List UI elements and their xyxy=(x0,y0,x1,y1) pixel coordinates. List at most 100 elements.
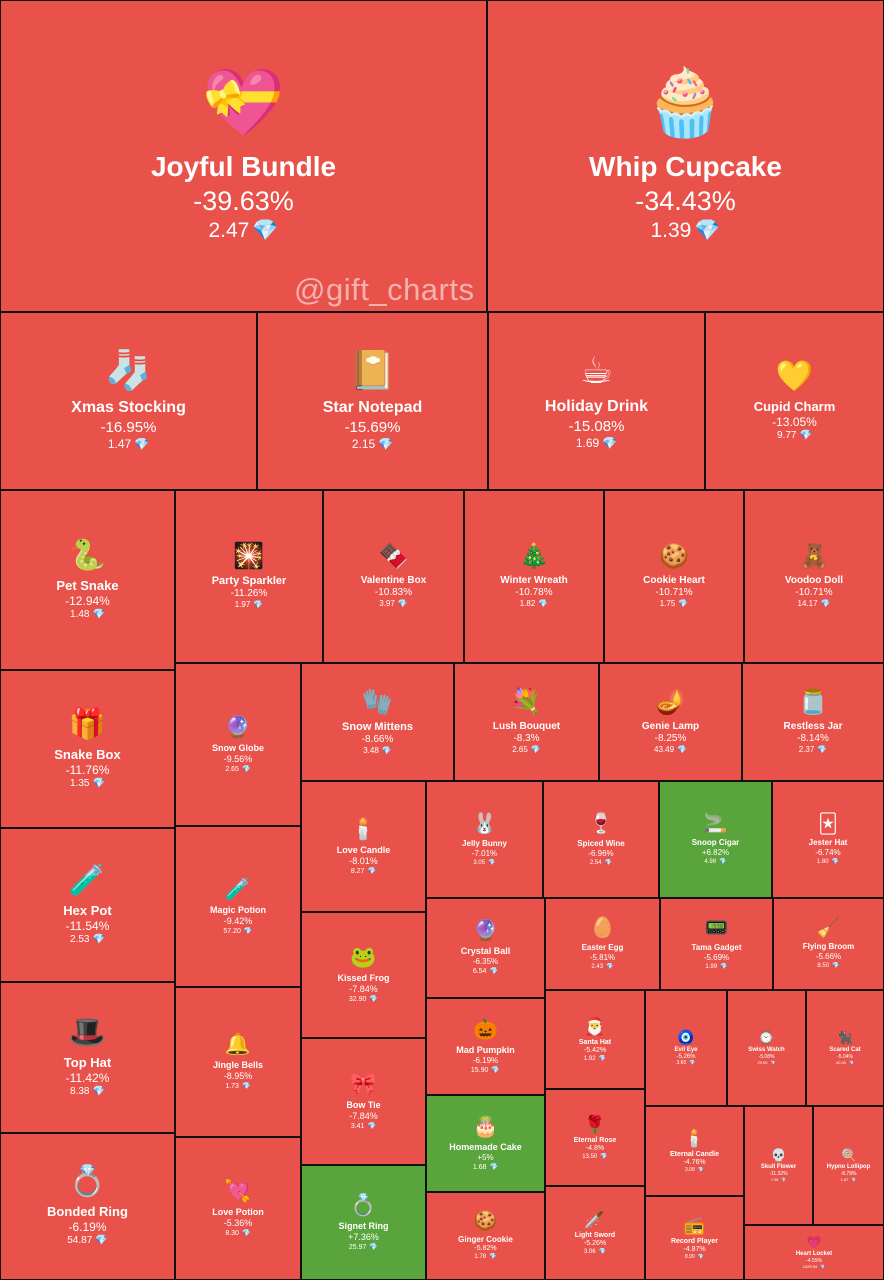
tile-jelly-bunny[interactable]: 🐰 Jelly Bunny -7.01% 3.05 💎 xyxy=(426,781,543,898)
gift-change: -8.3% xyxy=(513,733,540,744)
tile-scared-cat[interactable]: 🐈‍⬛ Scared Cat -5.04% 40.30 💎 xyxy=(806,990,884,1106)
diamond-icon: 💎 xyxy=(817,744,828,754)
tile-snow-globe[interactable]: 🔮 Snow Globe -9.56% 2.65 💎 xyxy=(175,663,301,826)
tile-restless-jar[interactable]: 🫙 Restless Jar -8.14% 2.37 💎 xyxy=(742,663,884,781)
tile-star-notepad[interactable]: 📔 Star Notepad -15.69% 2.15 💎 xyxy=(257,312,488,490)
tile-ginger-cookie[interactable]: 🍪 Ginger Cookie -5.82% 1.78 💎 xyxy=(426,1192,545,1280)
tile-jester-hat[interactable]: 🃏 Jester Hat -6.74% 1.80 💎 xyxy=(772,781,884,898)
tile-cupid-charm[interactable]: 💛 Cupid Charm -13.05% 9.77 💎 xyxy=(705,312,884,490)
tile-whip-cupcake[interactable]: 🧁 Whip Cupcake -34.43% 1.39 💎 xyxy=(487,0,884,312)
tile-flying-broom[interactable]: 🧹 Flying Broom -5.66% 8.50 💎 xyxy=(773,898,884,990)
gift-price-value: 2.37 xyxy=(798,744,815,754)
gift-icon-snoop-cigar: 🚬 xyxy=(703,813,728,834)
gift-change: -4.8% xyxy=(585,1144,605,1152)
gift-name: Party Sparkler xyxy=(211,575,287,587)
tile-hex-pot[interactable]: 🧪 Hex Pot -11.54% 2.53 💎 xyxy=(0,828,175,982)
gift-change: -4.55% xyxy=(806,1258,822,1264)
diamond-icon: 💎 xyxy=(832,963,840,969)
gift-name: Signet Ring xyxy=(338,1220,389,1231)
tile-easter-egg[interactable]: 🥚 Easter Egg -5.81% 2.43 💎 xyxy=(545,898,660,990)
tile-swiss-watch[interactable]: ⌚ Swiss Watch -5.08% 29.90 💎 xyxy=(727,990,806,1106)
gift-icon-record-player: 📻 xyxy=(683,1215,706,1235)
tile-homemade-cake[interactable]: 🎂 Homemade Cake +5% 1.68 💎 xyxy=(426,1095,545,1192)
tile-eternal-candle[interactable]: 🕯️ Eternal Candle -4.76% 3.08 💎 xyxy=(645,1106,744,1196)
tile-santa-hat[interactable]: 🎅 Santa Hat -5.42% 1.92 💎 xyxy=(545,990,645,1089)
tile-top-hat[interactable]: 🎩 Top Hat -11.42% 8.38 💎 xyxy=(0,982,175,1133)
tile-mad-pumpkin[interactable]: 🎃 Mad Pumpkin -6.19% 15.90 💎 xyxy=(426,998,545,1095)
tile-love-potion[interactable]: 💘 Love Potion -5.36% 8.30 💎 xyxy=(175,1137,301,1280)
gift-icon-jingle-bells: 🔔 xyxy=(224,1033,252,1056)
diamond-icon: 💎 xyxy=(367,867,377,875)
gift-name: Hex Pot xyxy=(63,902,112,918)
gift-icon-star-notepad: 📔 xyxy=(348,349,397,392)
tile-tama-gadget[interactable]: 📟 Tama Gadget -5.69% 1.99 💎 xyxy=(660,898,773,990)
gift-change: -9.56% xyxy=(223,753,253,764)
gift-price: 3.41 💎 xyxy=(351,1122,376,1130)
tile-snoop-cigar[interactable]: 🚬 Snoop Cigar +6.82% 4.98 💎 xyxy=(659,781,772,898)
gift-icon-cupid-charm: 💛 xyxy=(775,359,814,393)
tile-evil-eye[interactable]: 🧿 Evil Eye -5.26% 3.60 💎 xyxy=(645,990,727,1106)
tile-xmas-stocking[interactable]: 🧦 Xmas Stocking -16.95% 1.47 💎 xyxy=(0,312,257,490)
gift-price: 1.68 💎 xyxy=(473,1163,498,1171)
gift-name: Kissed Frog xyxy=(337,973,390,983)
gift-price-value: 3.08 xyxy=(685,1166,695,1173)
diamond-icon: 💎 xyxy=(241,1229,251,1237)
gift-name: Ginger Cookie xyxy=(458,1235,513,1244)
tile-kissed-frog[interactable]: 🐸 Kissed Frog -7.84% 32.90 💎 xyxy=(301,912,426,1038)
tile-joyful-bundle[interactable]: 💝 Joyful Bundle -39.63% 2.47 💎 xyxy=(0,0,487,312)
diamond-icon: 💎 xyxy=(241,1083,251,1090)
diamond-icon: 💎 xyxy=(488,859,496,866)
tile-eternal-rose[interactable]: 🌹 Eternal Rose -4.8% 13.50 💎 xyxy=(545,1089,645,1186)
tile-lush-bouquet[interactable]: 💐 Lush Bouquet -8.3% 2.65 💎 xyxy=(454,663,599,781)
tile-crystal-ball[interactable]: 🔮 Crystal Ball -6.35% 6.54 💎 xyxy=(426,898,545,998)
tile-hypno-lollipop[interactable]: 🍭 Hypno Lollipop -8.78% 1.87 💎 xyxy=(813,1106,884,1225)
gift-icon-hypno-lollipop: 🍭 xyxy=(841,1148,856,1162)
tile-signet-ring[interactable]: 💍 Signet Ring +7.36% 25.97 💎 xyxy=(301,1165,426,1280)
gift-change: -8.66% xyxy=(361,733,394,745)
diamond-icon: 💎 xyxy=(243,927,253,935)
diamond-icon: 💎 xyxy=(241,765,251,773)
gift-icon-winter-wreath: 🎄 xyxy=(519,543,549,570)
gift-icon-heart-locket: 💗 xyxy=(806,1235,822,1249)
tile-heart-locket[interactable]: 💗 Heart Locket -4.55% 1329.94 💎 xyxy=(744,1225,884,1280)
gift-change: -34.43% xyxy=(635,186,736,216)
gift-price-value: 1.92 xyxy=(583,1055,596,1062)
gift-icon-bow-tie: 🎀 xyxy=(350,1072,377,1096)
tile-snow-mittens[interactable]: 🧤 Snow Mittens -8.66% 3.48 💎 xyxy=(301,663,454,781)
diamond-icon: 💎 xyxy=(598,1055,607,1062)
tile-love-candle[interactable]: 🕯️ Love Candle -8.01% 8.27 💎 xyxy=(301,781,426,912)
gift-price-value: 2.53 xyxy=(70,933,90,945)
diamond-icon: 💎 xyxy=(92,933,105,945)
tile-genie-lamp[interactable]: 🪔 Genie Lamp -8.25% 43.49 💎 xyxy=(599,663,742,781)
tile-cookie-heart[interactable]: 🍪 Cookie Heart -10.71% 1.75 💎 xyxy=(604,490,744,663)
gift-price: 3.06 💎 xyxy=(584,1248,606,1255)
gift-price: 4.98 💎 xyxy=(704,858,726,865)
gift-price: 1.87 💎 xyxy=(841,1177,857,1182)
gift-price: 1329.94 💎 xyxy=(803,1264,825,1269)
diamond-icon: 💎 xyxy=(530,745,541,754)
gift-name: Lush Bouquet xyxy=(492,721,561,732)
tile-magic-potion[interactable]: 🧪 Magic Potion -9.42% 57.20 💎 xyxy=(175,826,301,987)
gift-price: 1.99 💎 xyxy=(705,963,727,970)
tile-holiday-drink[interactable]: ☕ Holiday Drink -15.08% 1.69 💎 xyxy=(488,312,705,490)
gift-price-value: 2.65 xyxy=(225,765,239,773)
tile-party-sparkler[interactable]: 🎇 Party Sparkler -11.26% 1.97 💎 xyxy=(175,490,323,663)
tile-spiced-wine[interactable]: 🍷 Spiced Wine -6.96% 2.54 💎 xyxy=(543,781,659,898)
gift-price-value: 29.90 xyxy=(757,1060,768,1065)
tile-voodoo-doll[interactable]: 🧸 Voodoo Doll -10.71% 14.17 💎 xyxy=(744,490,884,663)
tile-winter-wreath[interactable]: 🎄 Winter Wreath -10.78% 1.82 💎 xyxy=(464,490,604,663)
tile-jingle-bells[interactable]: 🔔 Jingle Bells -8.95% 1.73 💎 xyxy=(175,987,301,1137)
tile-bonded-ring[interactable]: 💍 Bonded Ring -6.19% 54.87 💎 xyxy=(0,1133,175,1280)
tile-bow-tie[interactable]: 🎀 Bow Tie -7.84% 3.41 💎 xyxy=(301,1038,426,1165)
tile-skull-flower[interactable]: 💀 Skull Flower -11.32% 7.05 💎 xyxy=(744,1106,813,1225)
gift-icon-eternal-rose: 🌹 xyxy=(584,1114,606,1134)
gift-change: -6.19% xyxy=(472,1055,499,1065)
gift-price-value: 8.30 xyxy=(225,1229,239,1237)
tile-snake-box[interactable]: 🎁 Snake Box -11.76% 1.35 💎 xyxy=(0,670,175,828)
tile-light-sword[interactable]: 🗡️ Light Sword -5.26% 3.06 💎 xyxy=(545,1186,645,1280)
tile-pet-snake[interactable]: 🐍 Pet Snake -12.94% 1.48 💎 xyxy=(0,490,175,670)
tile-record-player[interactable]: 📻 Record Player -4.87% 8.99 💎 xyxy=(645,1196,744,1280)
tile-valentine-box[interactable]: 🍫 Valentine Box -10.83% 3.97 💎 xyxy=(323,490,464,663)
gift-price-value: 32.90 xyxy=(348,996,367,1003)
gift-price-value: 1.99 xyxy=(705,963,718,970)
